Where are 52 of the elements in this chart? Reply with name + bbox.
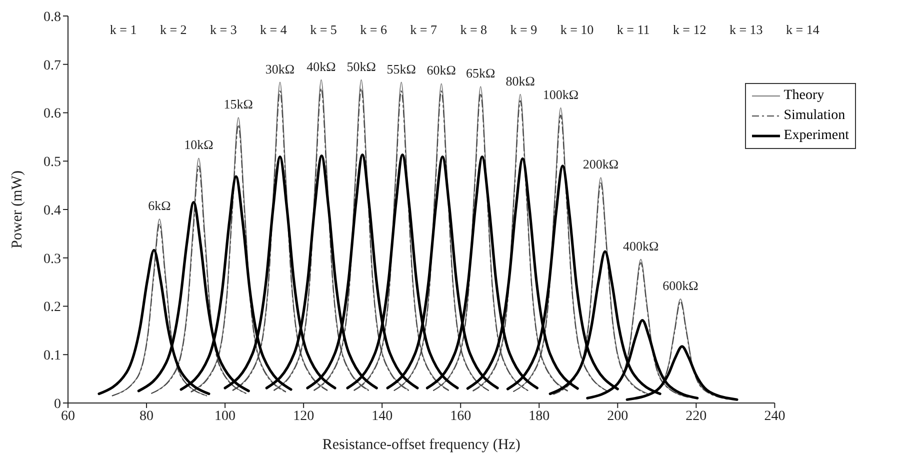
text: k = 14	[785, 22, 820, 39]
x-tick-label: 120	[293, 408, 314, 424]
annotation: 80kΩ	[506, 73, 535, 88]
x-tick-label: 220	[686, 408, 707, 424]
y-tick-label: 0.1	[44, 348, 61, 364]
annotation: 40kΩ	[306, 58, 336, 74]
legend-label: Experiment	[784, 127, 849, 145]
y-tick-label: 0.4	[44, 203, 61, 218]
annotation: k = 2	[158, 22, 188, 39]
annotation: k = 8	[459, 22, 488, 39]
annotation: 100kΩ	[542, 86, 579, 102]
annotation: 600kΩ	[662, 278, 698, 293]
y-tick-label: 0	[54, 396, 61, 412]
y-tick-label: 0.5	[44, 155, 61, 170]
annotation: 200kΩ	[582, 156, 619, 172]
annotation: k = 4	[259, 22, 288, 39]
x-tick-label: 60	[61, 408, 75, 424]
x-tick-label: 100	[214, 408, 236, 424]
legend-label: Simulation	[784, 107, 846, 125]
annotation: k = 3	[208, 22, 238, 39]
x-tick-label: 200	[607, 408, 628, 424]
y-tick-label: 0.8	[44, 10, 61, 25]
annotation: k = 9	[509, 22, 538, 39]
annotation: 60kΩ	[426, 62, 456, 78]
x-tick-label: 160	[450, 408, 472, 424]
annotation: 30kΩ	[265, 61, 295, 76]
y-tick-label: 0.6	[44, 106, 61, 122]
legend-label: Theory	[784, 87, 824, 105]
x-tick-label: 80	[140, 408, 154, 424]
annotation: 15kΩ	[224, 96, 253, 112]
x-tick-label: 240	[764, 408, 786, 424]
y-tick-label: 0.7	[44, 58, 61, 74]
x-tick-label: 180	[528, 408, 550, 424]
y-axis-title: Power (mW)	[9, 170, 26, 248]
annotation: k = 10	[559, 22, 595, 39]
x-axis-title: Resistance-offset frequency (Hz)	[322, 437, 520, 453]
annotation: 65kΩ	[466, 66, 496, 81]
annotation: 55kΩ	[386, 61, 416, 76]
annotation: k = 6	[359, 22, 388, 39]
y-tick-label: 0.2	[44, 300, 61, 316]
annotation: 10kΩ	[184, 137, 214, 152]
annotation: k = 5	[309, 22, 338, 39]
annotation: 50kΩ	[346, 58, 376, 74]
annotation: 6kΩ	[148, 198, 171, 214]
y-tick-label: 0.3	[44, 252, 61, 267]
annotation: k = 13	[728, 22, 764, 39]
annotation: k = 7	[409, 22, 438, 39]
annotation: k = 11	[616, 22, 651, 39]
annotation: 400kΩ	[622, 238, 659, 254]
x-tick-label: 140	[372, 408, 393, 424]
annotation: k = 12	[672, 22, 708, 39]
annotation: k = 1	[108, 22, 138, 39]
